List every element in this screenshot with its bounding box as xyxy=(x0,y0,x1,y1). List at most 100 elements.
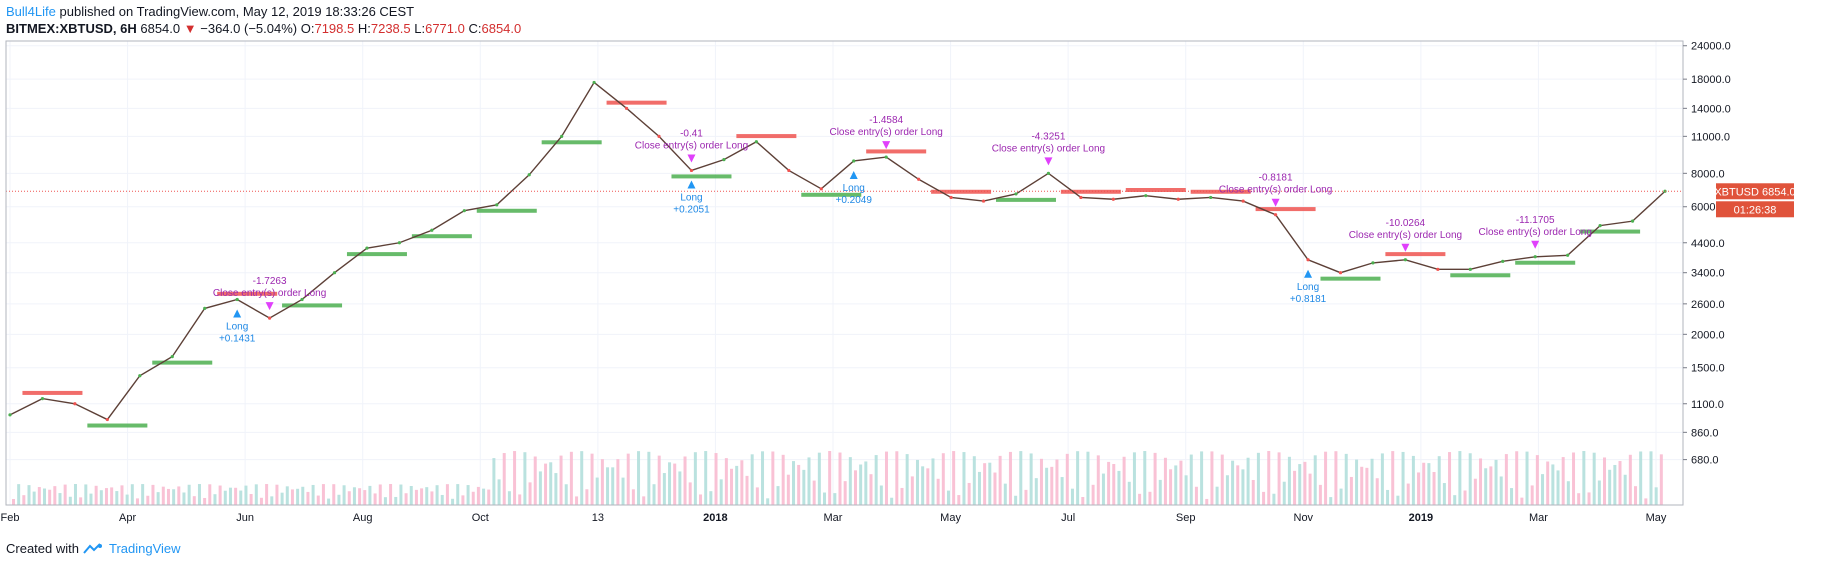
volume-bar xyxy=(27,485,31,505)
volume-bar xyxy=(549,462,553,505)
support-band xyxy=(346,252,407,257)
volume-bar xyxy=(296,488,300,505)
volume-bar xyxy=(1076,451,1080,505)
price-point xyxy=(657,134,661,138)
volume-bar xyxy=(699,494,703,505)
volume-bar xyxy=(1365,467,1369,505)
x-tick-label: Nov xyxy=(1294,512,1314,524)
y-tick-label: 2000.0 xyxy=(1691,329,1725,341)
volume-bar xyxy=(280,492,284,505)
volume-bar xyxy=(84,484,88,505)
volume-bar xyxy=(99,490,103,505)
volume-bar xyxy=(523,452,527,505)
price-point xyxy=(430,228,434,232)
volume-bar xyxy=(683,456,687,505)
volume-bar xyxy=(647,451,651,505)
volume-bar xyxy=(869,474,873,505)
volume-bar xyxy=(626,453,630,505)
support-band xyxy=(1515,260,1576,265)
volume-bar xyxy=(1654,487,1658,505)
volume-bar xyxy=(1628,454,1632,505)
resistance-band xyxy=(931,189,992,194)
price-point xyxy=(884,155,888,159)
x-tick-label: May xyxy=(940,512,961,524)
price-point xyxy=(40,396,45,401)
volume-bar xyxy=(115,491,119,505)
volume-bar xyxy=(1148,491,1152,505)
volume-bar xyxy=(745,475,749,505)
price-point xyxy=(1533,255,1537,259)
volume-bar xyxy=(559,455,563,505)
volume-bar xyxy=(884,451,888,505)
volume-bar xyxy=(719,479,723,505)
x-tick-label: May xyxy=(1646,512,1667,524)
volume-bar xyxy=(265,484,269,505)
volume-bar xyxy=(1504,454,1508,505)
volume-bar xyxy=(926,468,930,505)
volume-bar xyxy=(492,458,496,505)
price-point xyxy=(365,246,369,250)
volume-bar xyxy=(1489,466,1493,505)
volume-bar xyxy=(327,498,331,505)
long-arrow-icon xyxy=(233,309,242,318)
exit-arrow-icon xyxy=(1531,240,1540,249)
resistance-band xyxy=(217,291,278,296)
volume-bar xyxy=(487,489,491,505)
volume-bar xyxy=(1623,474,1627,505)
publish-line: Bull4Life published on TradingView.com, … xyxy=(6,4,414,19)
volume-bar xyxy=(1138,493,1142,505)
volume-bar xyxy=(533,456,537,505)
volume-bars xyxy=(12,451,1663,505)
exit-text-label: Close entry(s) order Long xyxy=(992,143,1105,154)
volume-bar xyxy=(554,473,558,505)
volume-bar xyxy=(1453,495,1457,505)
volume-bar xyxy=(1127,481,1131,505)
volume-bar xyxy=(544,463,548,505)
y-tick-label: 14000.0 xyxy=(1691,103,1731,115)
volume-bar xyxy=(445,484,449,505)
exit-arrow-icon xyxy=(1271,198,1280,207)
volume-bar xyxy=(1225,475,1229,505)
volume-bar xyxy=(585,489,589,505)
volume-bar xyxy=(461,495,465,505)
volume-bar xyxy=(1318,484,1322,505)
volume-bar xyxy=(48,489,52,505)
volume-bar xyxy=(828,451,832,505)
volume-bar xyxy=(1277,452,1281,505)
volume-bar xyxy=(817,452,821,505)
volume-bar xyxy=(234,487,238,505)
price-point xyxy=(1338,271,1343,275)
volume-bar xyxy=(1556,470,1560,505)
volume-bar xyxy=(409,486,413,505)
volume-bar xyxy=(1194,486,1198,505)
created-with-text: Created with xyxy=(6,541,79,556)
volume-bar xyxy=(1272,493,1276,505)
volume-bar xyxy=(32,491,36,505)
tradingview-link[interactable]: TradingView xyxy=(108,541,181,556)
volume-bar xyxy=(1463,490,1467,505)
volume-bar xyxy=(946,490,950,505)
volume-bar xyxy=(223,490,227,505)
volume-bar xyxy=(239,490,243,505)
price-point xyxy=(1014,192,1018,196)
price-badge xyxy=(1716,183,1794,200)
symbol-line: BITMEX:XBTUSD, 6H 6854.0 ▼ −364.0 (−5.04… xyxy=(6,21,521,36)
volume-bar xyxy=(89,493,93,505)
author-link[interactable]: Bull4Life xyxy=(6,4,56,19)
volume-bar xyxy=(1427,463,1431,505)
volume-bar xyxy=(564,484,568,505)
price-point xyxy=(1079,195,1083,200)
volume-bar xyxy=(1065,453,1069,505)
y-tick-label: 8000.0 xyxy=(1691,168,1725,180)
resistance-band xyxy=(1255,207,1316,212)
volume-bar xyxy=(1510,488,1514,505)
volume-bar xyxy=(249,494,253,505)
exit-text-label: Close entry(s) order Long xyxy=(635,140,748,151)
volume-bar xyxy=(125,494,129,505)
volume-bar xyxy=(120,485,124,505)
volume-bar xyxy=(399,484,403,505)
price-point xyxy=(1144,194,1148,198)
volume-bar xyxy=(1091,484,1095,505)
volume-bar xyxy=(389,484,393,505)
